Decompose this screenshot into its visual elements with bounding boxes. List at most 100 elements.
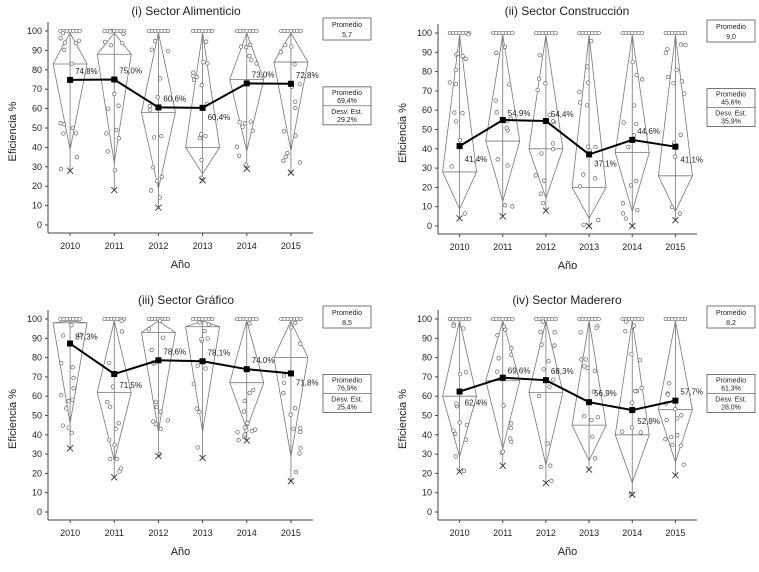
point-label: 62,4% (465, 399, 488, 408)
y-tick-label: 60 (32, 104, 42, 114)
data-point (682, 316, 688, 322)
data-point (639, 316, 644, 322)
data-point (533, 173, 538, 178)
data-point (464, 370, 469, 375)
data-point (74, 155, 80, 160)
x-tick-label: 2014 (237, 241, 257, 251)
y-tick-label: 70 (422, 86, 432, 96)
point-label: 37,1% (594, 159, 617, 168)
y-tick-label: 0 (427, 507, 432, 517)
density-diamond (52, 32, 88, 150)
data-point (105, 106, 111, 111)
mean-marker (499, 374, 506, 381)
data-point (205, 336, 210, 341)
data-point (578, 330, 583, 335)
data-point (158, 409, 163, 414)
data-point (453, 454, 458, 459)
data-point (76, 38, 82, 43)
data-point (238, 44, 244, 49)
x-axis-label: Año (171, 546, 191, 558)
promedio-box-frame (706, 19, 756, 43)
distribution-2014 (229, 316, 265, 444)
data-point (114, 127, 119, 133)
data-point (540, 200, 546, 206)
density-diamond (52, 320, 88, 424)
data-point (70, 125, 75, 131)
mean-marker (111, 76, 118, 83)
min-marker (542, 207, 550, 214)
data-point (298, 425, 303, 431)
mean-marker (542, 118, 549, 125)
mean-marker (629, 136, 636, 143)
data-point (205, 61, 210, 66)
density-diamond (614, 320, 650, 484)
point-label: 78,6% (163, 347, 186, 356)
data-point (165, 418, 170, 423)
data-point (495, 157, 500, 162)
data-point (62, 40, 67, 45)
data-point (116, 103, 121, 108)
data-point (593, 144, 598, 150)
promedio-value: 8,5 (342, 320, 352, 327)
distribution-2015 (273, 28, 309, 176)
x-tick-label: 2013 (193, 528, 213, 538)
data-point (639, 385, 644, 390)
data-point (453, 431, 458, 437)
distribution-2015 (273, 316, 309, 485)
data-point (71, 386, 76, 391)
distribution-2011 (485, 30, 521, 220)
data-point (58, 392, 64, 398)
mean-marker (287, 370, 294, 377)
data-point (70, 397, 75, 402)
min-marker (155, 204, 162, 211)
data-point (510, 30, 515, 36)
density-diamond (96, 32, 132, 163)
data-point (541, 367, 546, 372)
promedio-box: Promedio 8,2 (706, 305, 756, 329)
stats-desv-value: 35,9% (721, 119, 741, 126)
distribution-2013 (571, 316, 607, 473)
data-point (548, 463, 553, 468)
promedio-value: 9,0 (726, 34, 736, 41)
data-point (577, 89, 582, 94)
y-tick-label: 10 (422, 488, 432, 498)
point-label: 74,8% (75, 67, 98, 76)
promedio-label: Promedio (332, 22, 362, 29)
mean-series-line (69, 342, 292, 376)
data-point (578, 100, 583, 105)
data-point (249, 58, 254, 63)
x-tick-label: 2011 (493, 528, 512, 538)
data-point (582, 364, 587, 369)
data-point (621, 120, 626, 125)
data-point (494, 50, 499, 55)
density-diamond (185, 32, 221, 175)
min-marker (110, 186, 118, 194)
data-point (536, 393, 542, 399)
data-point (463, 56, 468, 61)
min-marker (628, 491, 636, 498)
stats-desv-label: Desv. Est. (331, 109, 362, 116)
data-point (195, 445, 200, 450)
data-point (166, 48, 171, 54)
data-point (58, 166, 64, 172)
data-point (630, 59, 635, 65)
y-tick-label: 30 (32, 162, 42, 172)
y-tick-label: 90 (422, 333, 432, 343)
density-diamond (96, 320, 132, 461)
data-point (579, 357, 584, 362)
x-axis-label: Año (558, 260, 578, 272)
data-point (553, 30, 558, 36)
mean-marker (67, 76, 74, 83)
data-point (254, 28, 259, 34)
distribution-2010 (442, 316, 477, 475)
x-tick-label: 2015 (281, 528, 301, 538)
point-label: 71,5% (119, 381, 142, 390)
data-point (66, 398, 71, 404)
data-point (628, 183, 634, 188)
data-point (248, 119, 253, 124)
data-point (152, 39, 158, 44)
stats-desv-value: 25,4% (337, 405, 357, 412)
data-point (151, 419, 156, 424)
data-point (453, 81, 458, 87)
data-point (71, 375, 76, 381)
